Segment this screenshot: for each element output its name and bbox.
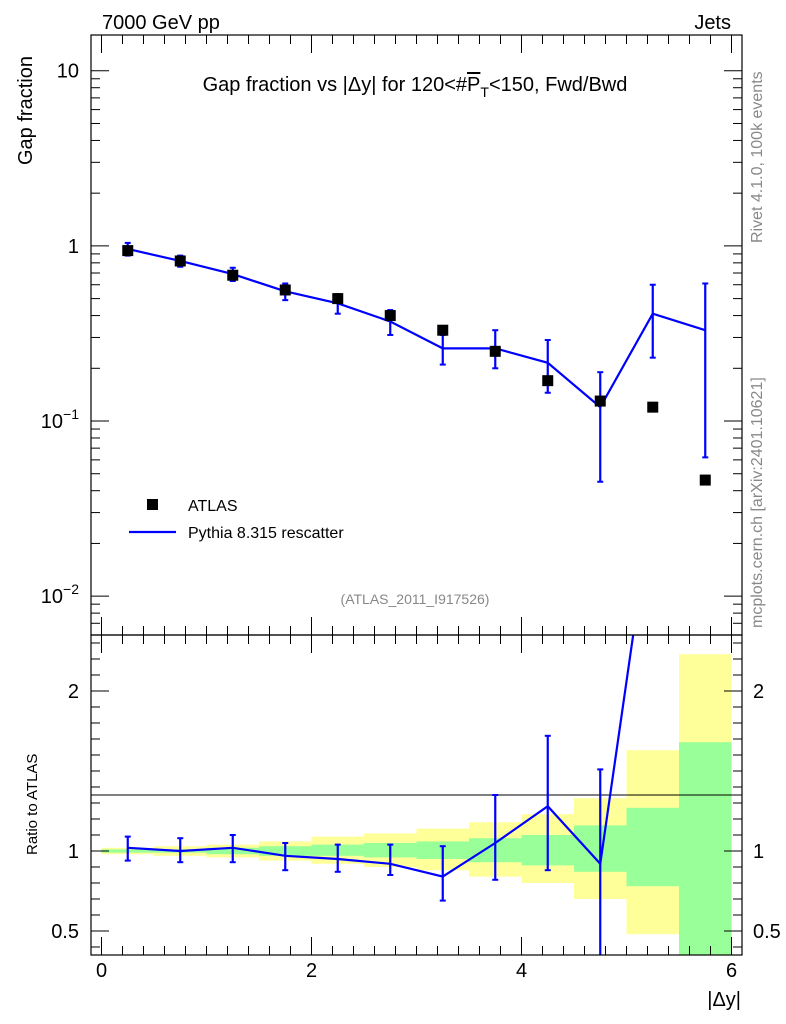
ratio-y-tick-label: 2 [68,681,79,703]
atlas-data-point [699,474,711,486]
legend-pythia-label: Pythia 8.315 rescatter [188,525,344,542]
pythia-line [127,247,706,409]
chart-title-p: P [467,74,480,96]
legend-atlas-label: ATLAS [188,498,238,515]
x-axis-label: |Δy| [707,989,741,1011]
header-left: 7000 GeV pp [102,12,220,34]
main-y-tick-label: 10−2 [41,581,79,608]
atlas-data-point [384,310,396,322]
rivet-version-label: Rivet 4.1.0, 100k events [749,71,766,243]
atlas-data-point [437,324,449,336]
atlas-data-point [594,395,606,407]
ratio-band-stat [626,807,679,887]
atlas-data-point [489,345,501,357]
legend-atlas-marker [147,499,158,510]
ratio-y-tick-label-right: 2 [753,681,764,703]
ratio-y-tick-label: 0.5 [51,921,79,943]
chart-title: Gap fraction vs |Δy| for 120<#PT<150, Fw… [203,74,628,100]
ratio-y-tick-label-right: 0.5 [753,921,781,943]
chart-title-text-after: <150, Fwd/Bwd [489,74,627,96]
main-y-tick-label: 10−1 [41,406,79,433]
chart-title-sub: T [480,84,489,100]
x-tick-label: 6 [726,960,737,982]
ratio-y-tick-label-right: 1 [753,841,764,863]
x-tick-label: 0 [96,960,107,982]
ratio-y-axis-label: Ratio to ATLAS [24,754,41,855]
atlas-data-point [227,269,239,281]
main-y-axis-label: Gap fraction [15,56,37,165]
main-y-tick-label: 1 [68,236,79,258]
atlas-data-point [279,284,291,296]
ratio-panel-frame [90,634,743,956]
legend: ATLAS Pythia 8.315 rescatter [129,498,344,542]
x-tick-label: 2 [306,960,317,982]
ratio-y-tick-label: 1 [68,841,79,863]
x-tick-label: 4 [516,960,527,982]
atlas-data-point [332,293,344,305]
chart-title-text-before: Gap fraction vs |Δy| for 120<# [203,74,468,96]
mcplots-label: mcplots.cern.ch [arXiv:2401.10621] [749,377,766,628]
atlas-data-point [647,401,659,413]
atlas-data-point [542,375,554,387]
atlas-data-point [122,245,134,257]
main-y-tick-label: 10 [57,61,79,83]
analysis-id-label: (ATLAS_2011_I917526) [341,591,490,607]
atlas-data-point [174,255,186,267]
header-right: Jets [694,12,731,34]
ratio-band-stat [679,742,732,955]
